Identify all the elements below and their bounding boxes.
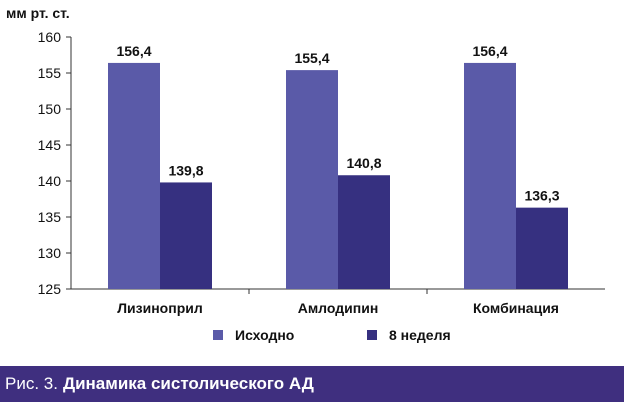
- y-tick-label: 145: [38, 137, 62, 153]
- caption-title: Динамика систолического АД: [62, 374, 314, 393]
- legend-swatch: [367, 330, 377, 340]
- x-category-label: Комбинация: [473, 300, 559, 316]
- y-tick-label: 140: [38, 173, 62, 189]
- legend-swatch: [213, 330, 223, 340]
- bar-baseline-2: [286, 70, 338, 290]
- bar-week8-2: [338, 175, 390, 289]
- caption-prefix: Рис. 3.: [5, 374, 58, 393]
- y-axis-title: мм рт. ст.: [6, 5, 70, 21]
- bar-week8-1: [160, 182, 212, 289]
- y-tick-label: 160: [38, 29, 62, 45]
- y-tick-label: 155: [38, 65, 62, 81]
- data-label: 139,8: [168, 162, 203, 178]
- x-category-label: Лизиноприл: [117, 300, 203, 316]
- figure-caption: Рис. 3. Динамика систолического АД: [0, 366, 624, 402]
- x-category-label: Амлодипин: [298, 300, 379, 316]
- bar-baseline-3: [464, 62, 516, 289]
- data-label: 156,4: [472, 43, 507, 59]
- data-label: 155,4: [294, 50, 329, 66]
- legend-label: Исходно: [235, 327, 294, 343]
- bar-week8-3: [516, 207, 568, 289]
- y-tick-label: 130: [38, 245, 62, 261]
- y-tick-label: 125: [38, 281, 62, 297]
- bar-baseline-1: [108, 62, 160, 289]
- data-label: 136,3: [524, 188, 559, 204]
- legend-label: 8 неделя: [389, 327, 451, 343]
- bar-chart: мм рт. ст. 125 130 135 140 145 150 155 160 156,4 1…: [6, 5, 605, 343]
- data-label: 140,8: [346, 155, 381, 171]
- chart-area: мм рт. ст. 125 130 135 140 145 150 155 160 156,4 1…: [6, 5, 605, 343]
- data-label: 156,4: [116, 43, 151, 59]
- y-tick-label: 135: [38, 209, 62, 225]
- y-tick-label: 150: [38, 101, 62, 117]
